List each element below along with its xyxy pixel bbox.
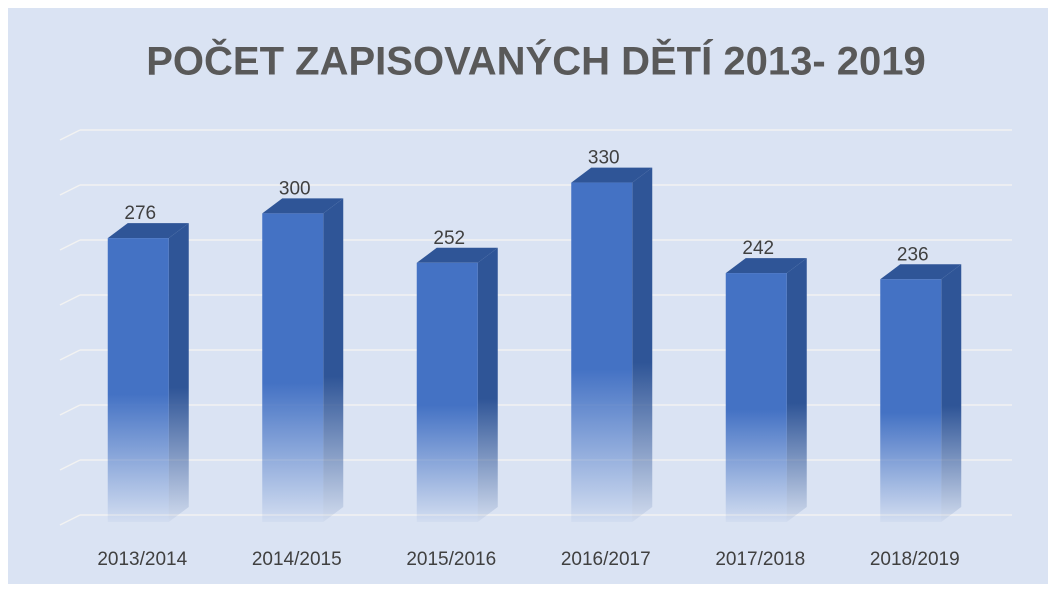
bar-top — [880, 264, 962, 280]
bar-side — [168, 223, 189, 522]
data-label: 300 — [279, 178, 311, 199]
x-tick-label: 2016/2017 — [561, 549, 651, 570]
bar — [571, 182, 633, 523]
bar-top — [725, 258, 807, 274]
x-tick-label: 2013/2014 — [97, 549, 187, 570]
bar — [262, 213, 324, 522]
grid-line-side — [59, 349, 81, 361]
bar-top — [107, 223, 189, 239]
data-label: 252 — [433, 228, 465, 249]
grid-line-side — [59, 184, 81, 196]
data-label: 236 — [897, 244, 929, 265]
bar-top — [571, 167, 653, 183]
x-tick-label: 2014/2015 — [252, 549, 342, 570]
bar — [725, 273, 787, 522]
bar-side — [477, 247, 498, 523]
grid-line-side — [59, 294, 81, 306]
chart-title: POČET ZAPISOVANÝCH DĚTÍ 2013- 2019 — [146, 38, 926, 84]
grid-line-side — [59, 404, 81, 416]
bar — [416, 262, 478, 522]
grid-line-side — [59, 239, 81, 251]
bar-top — [262, 198, 344, 214]
bar — [107, 238, 169, 522]
x-tick-label: 2015/2016 — [406, 549, 496, 570]
x-tick-label: 2018/2019 — [870, 549, 960, 570]
bar — [880, 279, 942, 522]
bar-side — [941, 264, 962, 522]
bar-side — [632, 167, 653, 523]
grid-line-side — [59, 459, 81, 471]
data-label: 276 — [124, 203, 156, 224]
data-label: 330 — [588, 148, 620, 169]
grid-line-side — [59, 129, 81, 141]
bar-top — [416, 247, 498, 263]
grid-line-side — [59, 514, 81, 526]
data-label: 242 — [742, 238, 774, 259]
bar-side — [786, 258, 807, 522]
x-tick-label: 2017/2018 — [715, 549, 805, 570]
bar-side — [323, 198, 344, 522]
